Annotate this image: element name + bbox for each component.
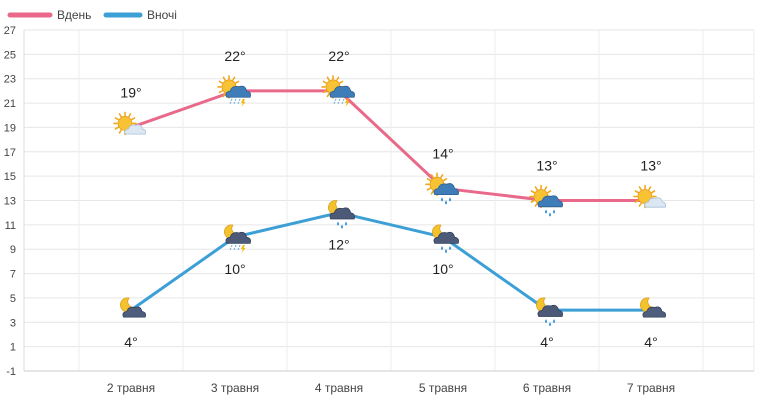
series-lines <box>129 89 653 312</box>
legend-label-day: Вдень <box>57 8 91 22</box>
moon-storm-rain-icon <box>224 224 251 254</box>
sun-storm-rain-icon <box>217 75 251 107</box>
y-tick-label: 17 <box>4 147 16 159</box>
legend-label-night: Вночі <box>147 8 177 22</box>
data-label-day: 19° <box>120 84 141 100</box>
x-tick-label: 3 травня <box>211 381 259 395</box>
y-tick-label: 3 <box>10 317 16 329</box>
legend-item-day[interactable]: Вдень <box>7 8 91 22</box>
data-label-night: 10° <box>224 261 245 277</box>
y-tick-label: 1 <box>10 342 16 354</box>
moon-rain-icon <box>536 297 563 327</box>
weather-markers <box>113 75 667 327</box>
series-line-night <box>129 211 653 312</box>
y-tick-label: 27 <box>4 25 16 37</box>
x-axis: 2 травня 3 травня 4 травня 5 травня 6 травня… <box>24 370 754 395</box>
sun-cloud-icon <box>113 111 147 136</box>
x-tick-label: 7 травня <box>627 381 675 395</box>
y-tick-label: 9 <box>10 244 16 256</box>
moon-rain-icon <box>328 200 355 229</box>
sun-rain-icon <box>529 184 563 217</box>
moon-rain-icon <box>432 224 459 254</box>
x-tick-label: 5 травня <box>419 381 467 395</box>
data-label-night: 10° <box>432 261 453 277</box>
y-tick-label: 5 <box>10 293 16 305</box>
data-label-day: 13° <box>536 158 557 174</box>
sun-rain-icon <box>425 172 459 205</box>
series-line-day <box>129 89 653 202</box>
moon-cloud-icon <box>640 297 666 318</box>
y-tick-label: 7 <box>10 269 16 281</box>
data-labels: 19° 22° 22° 14° 13° 13° 4° 10° 12° 10° 4° 4° <box>120 48 661 350</box>
y-tick-label: 23 <box>4 74 16 86</box>
y-tick-label: 25 <box>4 49 16 61</box>
data-label-day: 22° <box>328 48 349 64</box>
data-label-night: 4° <box>644 334 657 350</box>
y-tick-label: -1 <box>6 366 16 378</box>
y-tick-label: 11 <box>5 220 16 232</box>
y-tick-label: 13 <box>4 196 16 208</box>
y-tick-label: 21 <box>4 98 16 110</box>
x-tick-label: 2 травня <box>107 381 155 395</box>
legend-item-night[interactable]: Вночі <box>103 8 177 22</box>
data-label-night: 4° <box>124 334 137 350</box>
x-tick-label: 6 травня <box>523 381 571 395</box>
sun-storm-rain-icon <box>321 75 355 107</box>
legend: Вдень Вночі <box>7 8 177 22</box>
sun-cloud-icon <box>633 184 667 209</box>
data-label-day: 22° <box>224 48 245 64</box>
data-label-day: 14° <box>432 145 453 161</box>
data-label-day: 13° <box>640 158 661 174</box>
data-label-night: 4° <box>540 334 553 350</box>
x-tick-label: 4 травня <box>315 381 363 395</box>
y-tick-label: 19 <box>4 122 16 134</box>
moon-cloud-icon <box>120 297 146 318</box>
data-label-night: 12° <box>328 237 349 253</box>
y-tick-label: 15 <box>4 171 16 183</box>
